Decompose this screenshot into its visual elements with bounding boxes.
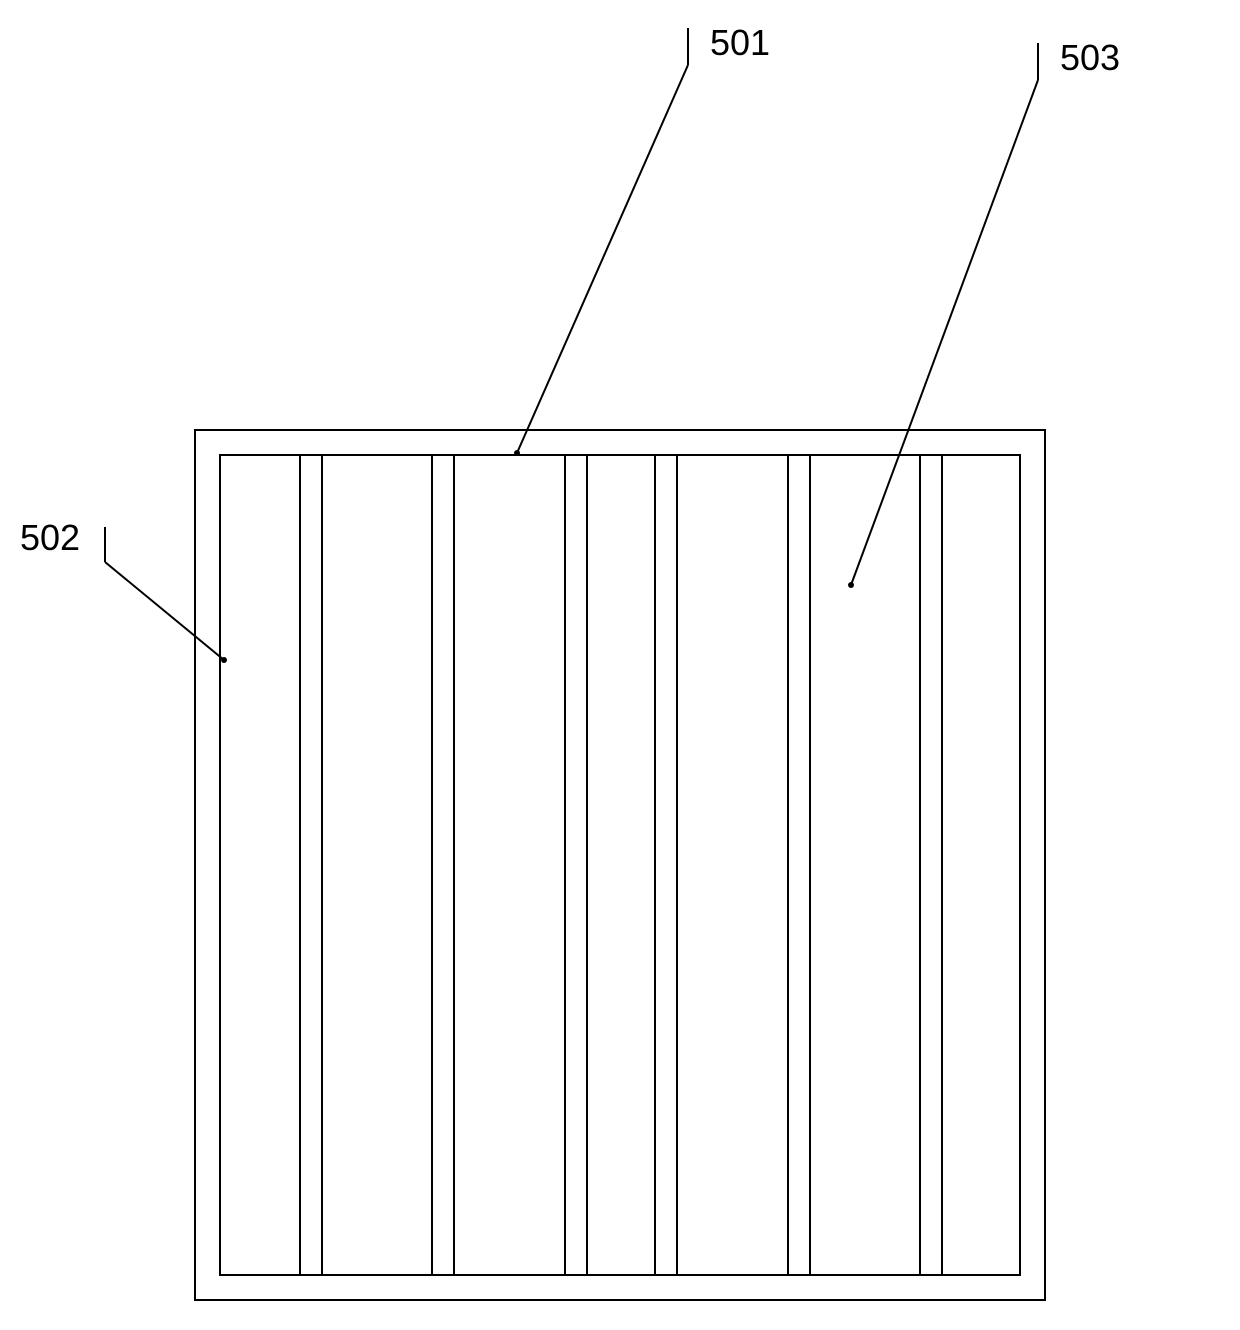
vertical-bar xyxy=(565,455,587,1275)
callout-label: 502 xyxy=(20,517,80,558)
callout-dot xyxy=(221,657,227,663)
vertical-bar xyxy=(432,455,454,1275)
callout-503: 503 xyxy=(848,37,1120,588)
technical-diagram: 501 503 502 xyxy=(0,0,1240,1330)
vertical-bar xyxy=(920,455,942,1275)
callout-label: 501 xyxy=(710,22,770,63)
callout-leader xyxy=(851,80,1038,585)
callout-dot xyxy=(514,450,520,456)
vertical-bar xyxy=(300,455,322,1275)
callout-leader xyxy=(105,562,224,660)
vertical-bar xyxy=(655,455,677,1275)
callout-label: 503 xyxy=(1060,37,1120,78)
callout-501: 501 xyxy=(514,22,770,456)
inner-frame xyxy=(220,455,1020,1275)
vertical-bar xyxy=(788,455,810,1275)
callout-leader xyxy=(517,65,688,453)
callout-dot xyxy=(848,582,854,588)
